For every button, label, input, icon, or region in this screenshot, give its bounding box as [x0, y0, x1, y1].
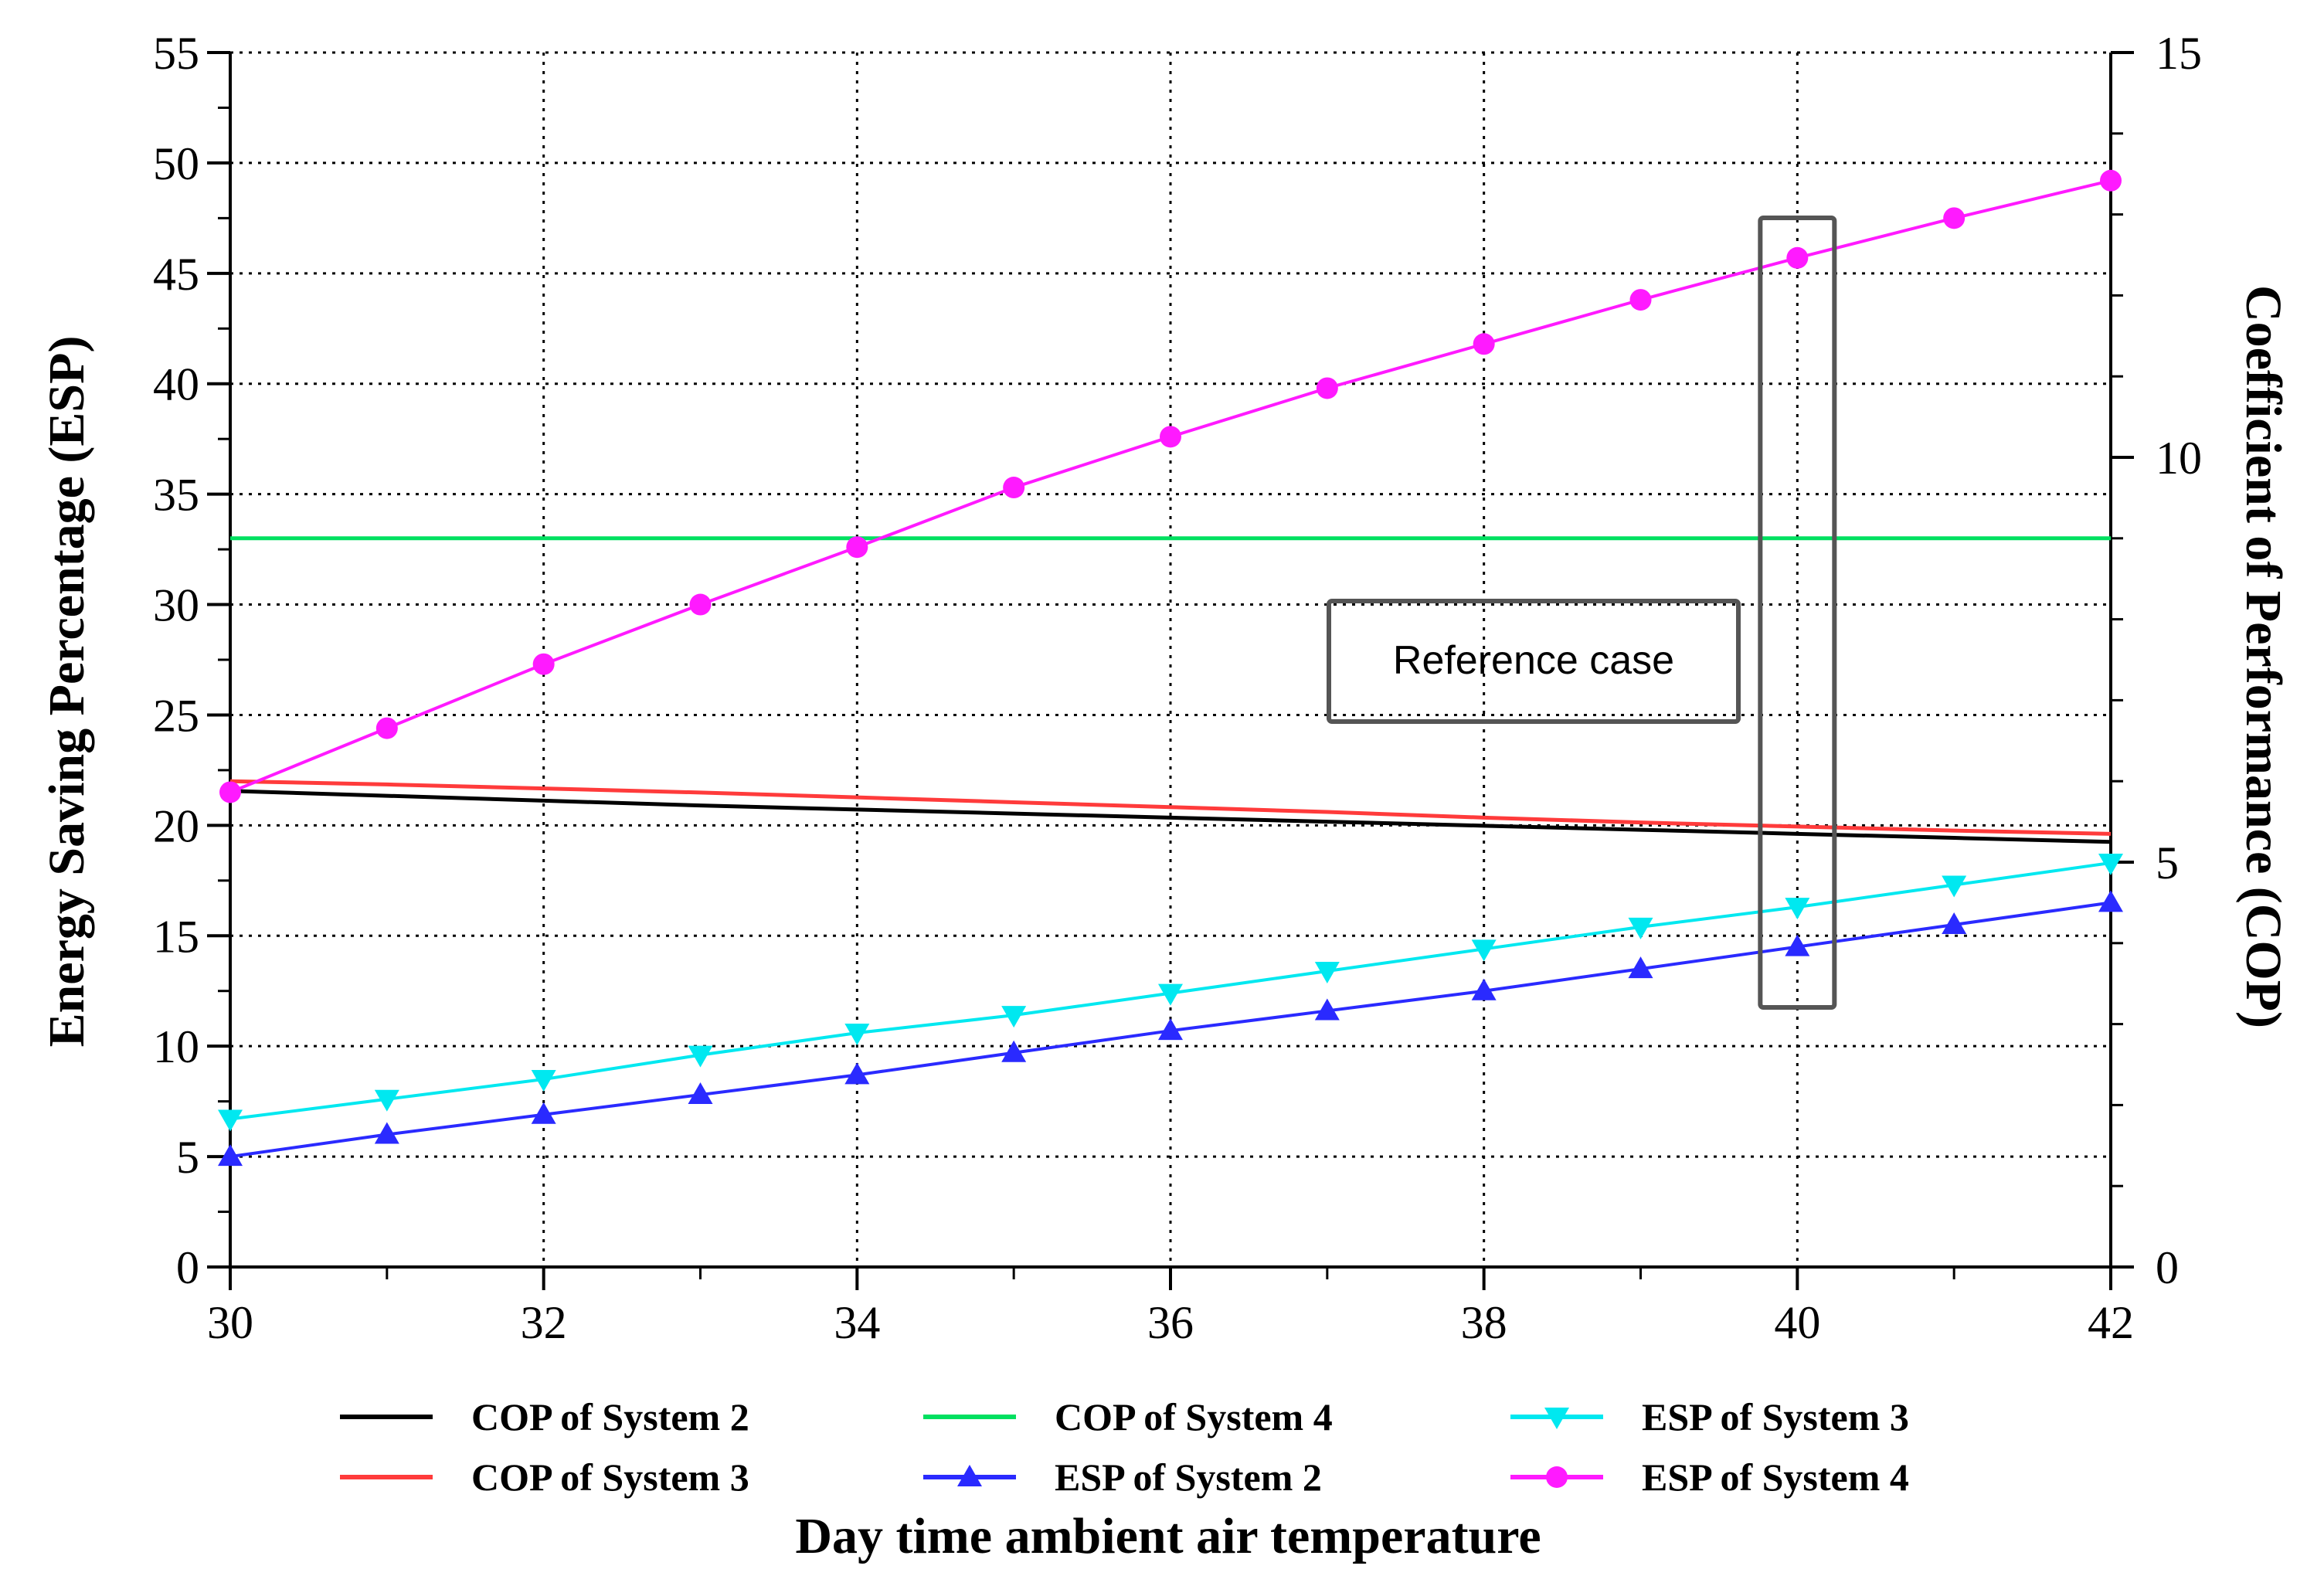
- axes: [207, 51, 2134, 1290]
- x-axis-title: Day time ambient air temperature: [795, 1508, 1541, 1564]
- x-tick-label: 32: [521, 1297, 567, 1348]
- data-point-esp-of-system-3: [374, 1089, 399, 1112]
- x-tick-label: 38: [1461, 1297, 1507, 1348]
- data-point-esp-of-system-4: [1943, 207, 1966, 229]
- data-point-esp-of-system-3: [1785, 898, 1810, 920]
- y-tick-label: 15: [153, 911, 199, 962]
- data-point-esp-of-system-2: [1471, 978, 1497, 1000]
- data-point-esp-of-system-2: [1942, 912, 1967, 934]
- data-point-esp-of-system-4: [1160, 426, 1181, 448]
- data-point-esp-of-system-3: [1942, 875, 1967, 898]
- data-point-esp-of-system-4: [1316, 377, 1338, 399]
- legend-item-cop-of-system-2: COP of System 2: [340, 1395, 749, 1438]
- data-point-esp-of-system-3: [688, 1045, 713, 1068]
- data-point-esp-of-system-4: [1629, 289, 1652, 311]
- data-point-esp-of-system-3: [1628, 917, 1653, 939]
- data-point-esp-of-system-3: [1001, 1006, 1027, 1028]
- x-tick-label: 34: [834, 1297, 880, 1348]
- y-tick-label: 55: [153, 28, 199, 79]
- reference-case-box: [1327, 599, 1741, 724]
- legend-item-esp-of-system-4: ESP of System 4: [1510, 1455, 1909, 1499]
- x-tick-label: 40: [1774, 1297, 1820, 1348]
- legend-marker-esp-of-system-4: [1546, 1466, 1568, 1488]
- y-tick-label: 50: [153, 138, 199, 189]
- legend-item-cop-of-system-4: COP of System 4: [923, 1395, 1333, 1438]
- x-tick-label: 42: [2088, 1297, 2134, 1348]
- data-point-esp-of-system-4: [2100, 169, 2122, 192]
- legend-marker-esp-of-system-2: [957, 1465, 982, 1486]
- data-point-esp-of-system-2: [1158, 1018, 1183, 1041]
- data-point-esp-of-system-4: [532, 653, 555, 675]
- x-tick-label: 30: [207, 1297, 253, 1348]
- data-point-esp-of-system-4: [1786, 246, 1809, 269]
- data-point-esp-of-system-2: [1001, 1040, 1027, 1062]
- data-point-esp-of-system-2: [844, 1062, 870, 1085]
- series-line-cop-of-system-2: [229, 789, 2112, 844]
- data-point-esp-of-system-3: [531, 1070, 556, 1092]
- data-point-esp-of-system-3: [2098, 853, 2123, 875]
- tick-labels: 0 5 10 15 20 25 30 35 40 45 50 55 0 5 10 15 30 32 34 36 38 40…: [153, 28, 2202, 1348]
- data-point-esp-of-system-4: [1473, 333, 1495, 355]
- y-tick-label: 10: [153, 1021, 199, 1072]
- legend-label-esp-of-system-2: ESP of System 2: [1055, 1455, 1322, 1499]
- data-point-esp-of-system-4: [846, 536, 868, 559]
- legend-marker-esp-of-system-3: [1544, 1408, 1569, 1429]
- series-esp-of-system-3: [218, 853, 2123, 1132]
- reference-case-label: Reference case: [1393, 638, 1674, 683]
- series-line-cop-of-system-3: [229, 779, 2112, 836]
- data-point-esp-of-system-2: [1314, 998, 1340, 1021]
- data-point-esp-of-system-3: [1158, 983, 1183, 1006]
- y2-axis-title: Coefficient of Performance (COP): [2235, 285, 2292, 1028]
- y-tick-label: 45: [153, 249, 199, 300]
- y-tick-label: 5: [176, 1132, 199, 1183]
- legend: COP of System 2 COP of System 3 COP of Sys…: [340, 1395, 1909, 1499]
- y-tick-label: 40: [153, 359, 199, 410]
- y2-tick-label: 15: [2156, 28, 2202, 79]
- data-point-esp-of-system-3: [844, 1024, 870, 1046]
- series-esp-of-system-2: [218, 890, 2123, 1167]
- data-point-esp-of-system-2: [374, 1122, 399, 1144]
- legend-item-cop-of-system-3: COP of System 3: [340, 1455, 749, 1499]
- data-point-esp-of-system-3: [1471, 939, 1497, 962]
- data-point-esp-of-system-2: [1785, 934, 1810, 956]
- series-line-esp-of-system-4: [229, 178, 2112, 794]
- data-point-esp-of-system-3: [218, 1109, 243, 1132]
- series: [218, 169, 2123, 1167]
- series-cop-of-system-3: [229, 779, 2112, 836]
- y-tick-label: 35: [153, 470, 199, 521]
- data-point-esp-of-system-4: [219, 781, 241, 803]
- reference-case-highlight: [1758, 216, 1837, 1010]
- data-point-esp-of-system-2: [531, 1102, 556, 1124]
- data-point-esp-of-system-4: [1003, 477, 1025, 499]
- y2-tick-label: 0: [2156, 1242, 2179, 1293]
- data-point-esp-of-system-3: [1314, 962, 1340, 984]
- y-axis-title: Energy Saving Percentage (ESP): [39, 336, 95, 1048]
- series-esp-of-system-4: [219, 169, 2122, 803]
- y-tick-label: 30: [153, 580, 199, 631]
- legend-label-cop-of-system-4: COP of System 4: [1055, 1395, 1333, 1438]
- y2-tick-label: 5: [2156, 837, 2179, 888]
- annotations: Reference case: [1327, 216, 1837, 1010]
- legend-label-cop-of-system-2: COP of System 2: [471, 1395, 749, 1438]
- series-cop-of-system-2: [229, 789, 2112, 844]
- y2-tick-label: 10: [2156, 433, 2202, 484]
- y-tick-label: 25: [153, 690, 199, 741]
- data-point-esp-of-system-2: [218, 1144, 243, 1167]
- legend-item-esp-of-system-3: ESP of System 3: [1510, 1395, 1909, 1438]
- axis-titles: Day time ambient air temperature Energy …: [39, 285, 2292, 1564]
- y-tick-label: 0: [176, 1242, 199, 1293]
- x-tick-label: 36: [1147, 1297, 1194, 1348]
- legend-label-esp-of-system-3: ESP of System 3: [1642, 1395, 1909, 1438]
- data-point-esp-of-system-4: [375, 717, 398, 739]
- data-point-esp-of-system-2: [688, 1082, 713, 1105]
- legend-item-esp-of-system-2: ESP of System 2: [923, 1455, 1322, 1499]
- legend-label-cop-of-system-3: COP of System 3: [471, 1455, 749, 1499]
- data-point-esp-of-system-2: [2098, 890, 2123, 912]
- data-point-esp-of-system-2: [1628, 956, 1653, 979]
- data-point-esp-of-system-4: [689, 593, 712, 616]
- legend-label-esp-of-system-4: ESP of System 4: [1642, 1455, 1909, 1499]
- y-tick-label: 20: [153, 800, 199, 851]
